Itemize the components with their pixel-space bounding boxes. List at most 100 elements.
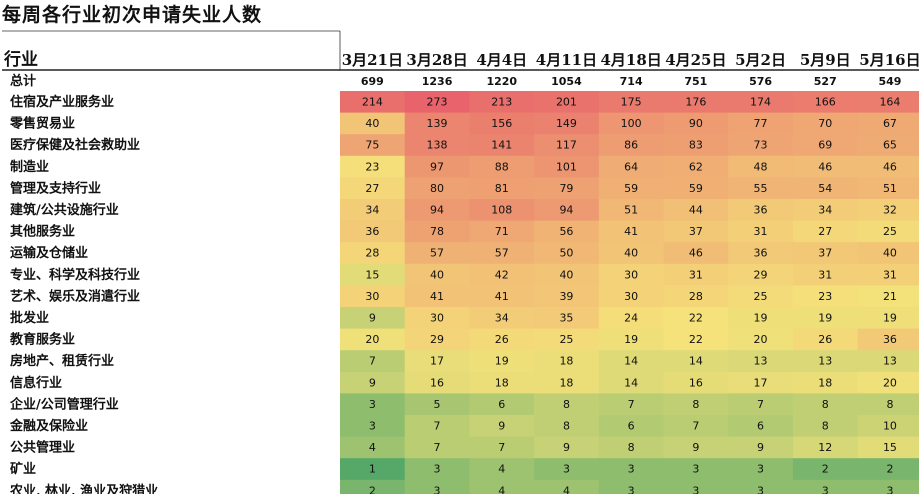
cell-value: 8 [628,441,635,454]
cell-value: 3 [434,463,441,476]
heatmap-cell [469,199,535,222]
row-label: 运输及仓储业 [10,245,88,261]
cell-value: 77 [754,117,768,130]
cell-value: 59 [689,182,703,195]
cell-value: 16 [430,376,444,389]
heatmap-cell [598,436,664,459]
cell-value: 40 [883,247,897,260]
cell-value: 8 [822,420,829,433]
cell-value: 46 [818,160,832,173]
heatmap-cell [469,112,535,135]
cell-value: 73 [754,139,768,152]
cell-value: 37 [818,247,832,260]
heatmap-cell [792,155,859,178]
cell-value: 27 [818,225,832,238]
column-header: 5月9日 [800,51,851,69]
cell-value: 41 [624,225,638,238]
heatmap-cell [857,393,919,416]
cell-value: 28 [689,290,703,303]
cell-value: 25 [883,225,897,238]
heatmap-cell [469,220,535,243]
heatmap-cell [857,112,919,135]
heatmap-cell [857,436,919,459]
cell-value: 14 [624,355,638,368]
cell-value: 15 [883,441,897,454]
row-label: 信息行业 [10,375,62,391]
heatmap-cell [404,436,470,459]
heatmap-cell [598,458,664,481]
row-label: 制造业 [10,159,49,175]
cell-value: 23 [365,160,379,173]
heatmap-cell [404,285,470,308]
cell-value: 7 [434,420,441,433]
heatmap-cell [340,177,406,200]
cell-value: 26 [495,333,509,346]
cell-value: 7 [498,441,505,454]
heatmap-cell [404,112,470,135]
heatmap-cell [340,285,406,308]
heatmap-cell [469,393,535,416]
cell-value: 19 [624,333,638,346]
heatmap-cell [663,285,729,308]
heatmap-cell [598,242,664,265]
heatmap-cell [598,415,664,438]
cell-value: 101 [556,160,577,173]
cell-value: 8 [692,398,699,411]
row-header-label: 行业 [3,49,38,70]
column-header: 5月2日 [735,51,786,69]
heatmap-cell [534,134,600,157]
heatmap-cell [340,307,406,330]
heatmap-cell [792,415,859,438]
heatmap-cell [792,458,859,481]
cell-value: 4 [369,441,376,454]
row-label: 专业、科学及科技行业 [10,267,140,283]
heatmap-cell [534,307,600,330]
heatmap-cell [534,263,600,286]
cell-value: 14 [624,376,638,389]
heatmap-cell [340,371,406,394]
heatmap-cell [469,177,535,200]
heatmap-cell [792,307,859,330]
row-label: 矿业 [10,461,36,477]
cell-value: 94 [559,204,573,217]
column-header: 4月18日 [600,51,661,69]
cell-value: 3 [628,463,635,476]
cell-value: 41 [430,290,444,303]
cell-value: 3 [434,484,441,494]
cell-value: 22 [689,333,703,346]
column-header: 4月11日 [536,51,597,69]
heatmap-cell [792,479,859,494]
heatmap-cell [663,199,729,222]
heatmap-cell [857,415,919,438]
cell-value: 54 [818,182,832,195]
cell-value: 86 [624,139,638,152]
cell-value: 30 [430,312,444,325]
heatmap-cell [663,155,729,178]
cell-value: 19 [754,312,768,325]
cell-value: 29 [754,268,768,281]
cell-value: 108 [491,204,512,217]
cell-value: 4 [498,484,505,494]
cell-value: 31 [818,268,832,281]
heatmap-cell [340,112,406,135]
cell-value: 46 [883,160,897,173]
cell-value: 31 [689,268,703,281]
total-value: 1236 [422,75,453,88]
cell-value: 18 [495,376,509,389]
heatmap-cell [663,415,729,438]
heatmap-cell [728,415,794,438]
heatmap-cell [857,220,919,243]
heatmap-cell [792,393,859,416]
heatmap-cell [404,350,470,373]
cell-value: 27 [365,182,379,195]
heatmap-cell [857,242,919,265]
total-row-label: 总计 [10,73,36,89]
heatmap-cell [469,350,535,373]
heatmap-cell [728,350,794,373]
total-value: 751 [684,75,707,88]
heatmap-cell [728,263,794,286]
cell-value: 141 [491,139,512,152]
cell-value: 175 [621,96,642,109]
cell-value: 36 [754,247,768,260]
heatmap-cell [340,328,406,351]
